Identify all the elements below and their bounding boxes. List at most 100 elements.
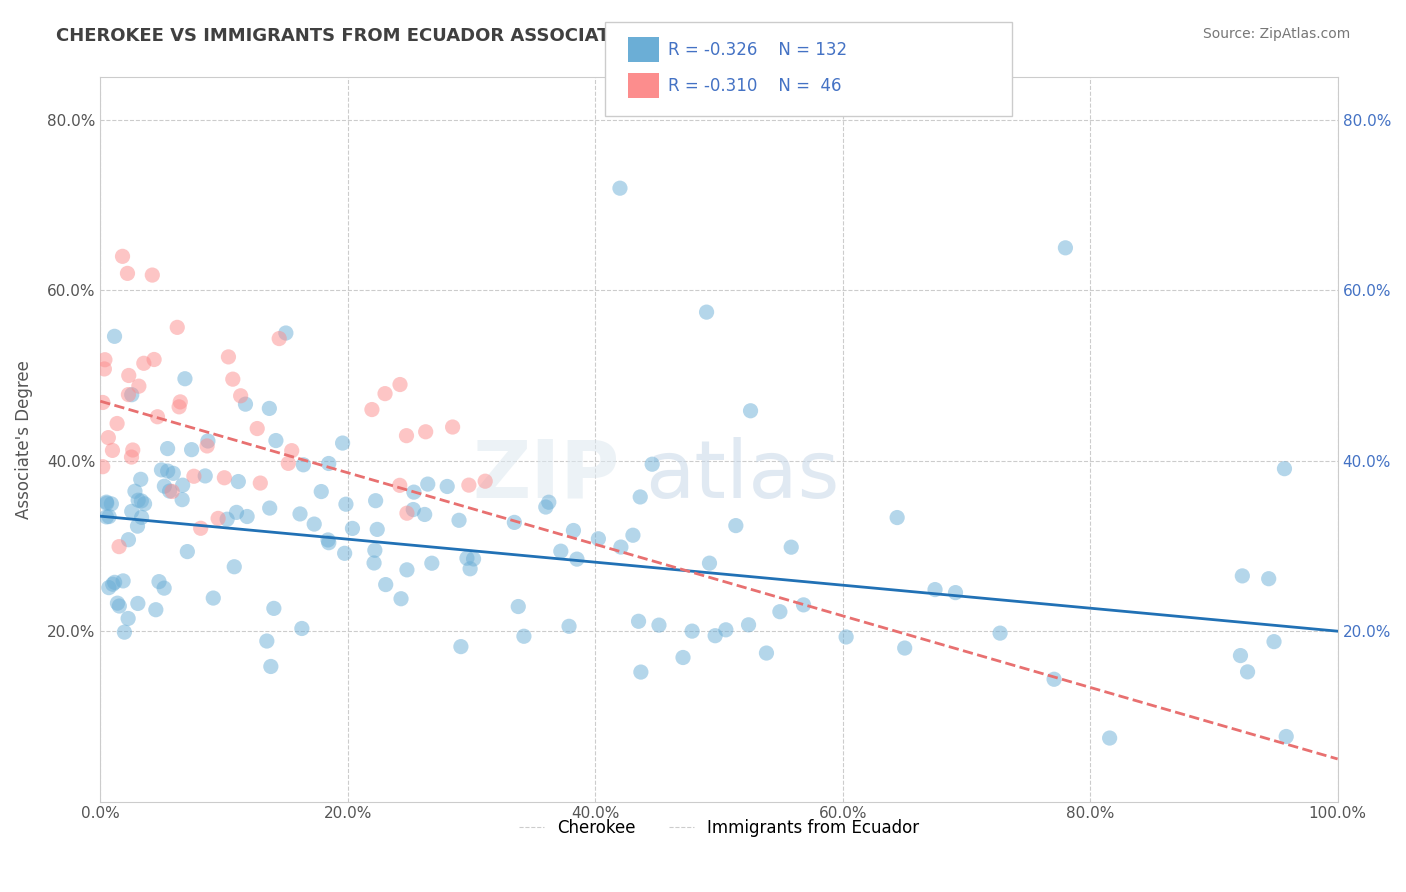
Immigrants from Ecuador [195,439,218,453]
Immigrants from Ecuador [141,268,163,282]
Cherokee [292,458,315,472]
Cherokee [259,401,281,416]
Immigrants from Ecuador [395,506,418,520]
Immigrants from Ecuador [105,417,128,431]
Cherokee [302,517,325,532]
Immigrants from Ecuador [167,400,190,414]
Cherokee [332,436,354,450]
Cherokee [740,403,762,417]
Cherokee [1257,572,1279,586]
Immigrants from Ecuador [118,368,141,383]
Cherokee [108,599,131,613]
Cherokee [550,544,572,558]
Immigrants from Ecuador [395,428,418,442]
Cherokee [924,582,946,597]
Cherokee [1236,665,1258,679]
Immigrants from Ecuador [207,511,229,525]
Cherokee [228,475,250,489]
Cherokee [588,532,610,546]
Cherokee [316,533,339,547]
Cherokee [101,577,124,591]
Cherokee [363,556,385,570]
Cherokee [342,521,364,535]
Cherokee [610,540,633,554]
Immigrants from Ecuador [91,395,114,409]
Cherokee [117,611,139,625]
Cherokee [366,522,388,536]
Cherokee [630,665,652,679]
Cherokee [174,372,197,386]
Cherokee [153,479,176,493]
Cherokee [100,497,122,511]
Cherokee [364,543,387,558]
Cherokee [389,591,412,606]
Cherokee [127,493,149,508]
Immigrants from Ecuador [222,372,245,386]
Cherokee [172,492,194,507]
Cherokee [103,329,125,343]
Cherokee [456,551,478,566]
Cherokee [402,485,425,500]
Immigrants from Ecuador [94,352,117,367]
Immigrants from Ecuador [217,350,239,364]
Cherokee [1043,673,1066,687]
Cherokee [145,603,167,617]
Immigrants from Ecuador [457,478,479,492]
Immigrants from Ecuador [132,356,155,370]
Immigrants from Ecuador [121,442,143,457]
Immigrants from Ecuador [249,476,271,491]
Cherokee [127,597,149,611]
Immigrants from Ecuador [143,352,166,367]
Immigrants from Ecuador [111,249,134,263]
Cherokee [107,596,129,610]
Cherokee [945,585,967,599]
Cherokee [96,495,118,509]
Cherokee [96,509,118,524]
Cherokee [318,457,340,471]
Immigrants from Ecuador [146,409,169,424]
Cherokee [96,496,118,510]
Cherokee [395,563,418,577]
Immigrants from Ecuador [214,471,236,485]
Cherokee [835,630,858,644]
Cherokee [180,442,202,457]
Immigrants from Ecuador [277,456,299,470]
Cherokee [648,618,671,632]
Cherokee [1275,730,1298,744]
Text: R = -0.310    N =  46: R = -0.310 N = 46 [668,77,841,95]
Cherokee [217,512,239,526]
Cherokee [769,605,792,619]
Cherokee [780,540,803,554]
Cherokee [98,509,121,524]
Cherokee [153,581,176,595]
Immigrants from Ecuador [441,420,464,434]
Cherokee [513,629,536,643]
Cherokee [159,484,181,499]
Cherokee [121,504,143,518]
Cherokee [714,623,737,637]
Immigrants from Ecuador [280,443,302,458]
Cherokee [1229,648,1251,663]
Text: Source: ZipAtlas.com: Source: ZipAtlas.com [1202,27,1350,41]
Immigrants from Ecuador [229,389,252,403]
Cherokee [503,516,526,530]
Immigrants from Ecuador [128,379,150,393]
Cherokee [508,599,530,614]
Cherokee [413,508,436,522]
Cherokee [235,397,257,411]
Cherokee [641,457,664,471]
Cherokee [724,518,747,533]
Cherokee [259,501,281,516]
Immigrants from Ecuador [169,395,191,409]
Cherokee [886,510,908,524]
Cherokee [176,544,198,558]
Cherokee [97,581,120,595]
Cherokee [416,477,439,491]
Cherokee [124,484,146,499]
Cherokee [129,472,152,486]
Immigrants from Ecuador [160,484,183,499]
Cherokee [112,574,135,588]
Cherokee [333,546,356,560]
Immigrants from Ecuador [361,402,384,417]
Cherokee [263,601,285,615]
